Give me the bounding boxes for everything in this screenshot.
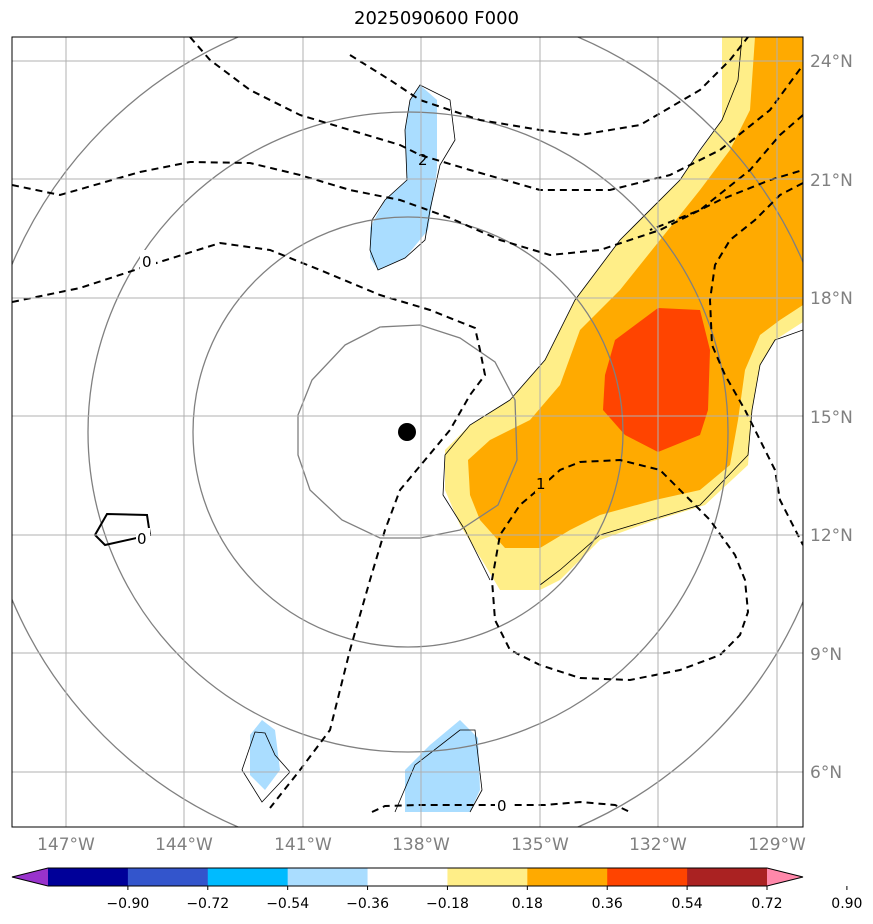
lon-label-135: 135°W <box>511 835 569 855</box>
contour-label-0-north: 0 <box>142 253 152 271</box>
colorbar-segment <box>447 868 528 886</box>
lon-label-147: 147°W <box>37 835 95 855</box>
lon-label-129: 129°W <box>748 835 806 855</box>
lat-label-12: 12°N <box>810 526 853 546</box>
colorbar-segment <box>687 868 768 886</box>
lat-label-9: 9°N <box>810 645 842 665</box>
lat-label-21: 21°N <box>810 171 853 191</box>
fill-blue-south <box>405 720 480 812</box>
lat-label-15: 15°N <box>810 408 853 428</box>
map-frame <box>11 36 804 828</box>
lon-label-141: 141°W <box>274 835 332 855</box>
solid-contour-west <box>93 512 152 547</box>
storm-center-marker <box>398 423 416 441</box>
colorbar: −0.90 −0.72 −0.54 −0.36 −0.18 0.18 0.36 0.54 0.7… <box>11 867 862 912</box>
colorbar-tick-label: 0.54 <box>672 896 703 912</box>
colorbar-segment <box>527 868 608 886</box>
colorbar-tick-label: 0.18 <box>512 896 543 912</box>
lat-label-6: 6°N <box>810 763 842 783</box>
colorbar-tick-label: 0.90 <box>831 896 862 912</box>
colorbar-segment <box>367 868 448 886</box>
colorbar-segment <box>607 868 688 886</box>
dashed-contours <box>12 37 803 813</box>
longitude-labels: 147°W 144°W 141°W 138°W 135°W 132°W 129°… <box>37 835 806 855</box>
lon-label-144: 144°W <box>155 835 213 855</box>
lon-label-138: 138°W <box>392 835 450 855</box>
contour-label-0-west: 0 <box>137 530 147 548</box>
lat-label-18: 18°N <box>810 289 853 309</box>
map-title: 2025090600 F000 <box>354 8 519 29</box>
contour-label-1: 1 <box>536 475 546 493</box>
colorbar-segment <box>48 868 129 886</box>
colorbar-extend-right <box>767 868 803 886</box>
colorbar-segment <box>127 868 209 886</box>
colorbar-tick-label: −0.90 <box>106 896 149 912</box>
fill-orange <box>468 37 803 548</box>
colorbar-tick-label: 0.36 <box>592 896 623 912</box>
latitude-labels: 24°N 21°N 18°N 15°N 12°N 9°N 6°N <box>810 52 853 783</box>
fill-blue-north <box>370 85 437 270</box>
contour-label-2: 2 <box>418 151 428 169</box>
contour-label-0-south: 0 <box>497 797 507 815</box>
colorbar-tick-label: −0.54 <box>266 896 309 912</box>
colorbar-segment <box>287 868 369 886</box>
colorbar-tick-label: −0.72 <box>186 896 229 912</box>
lon-label-132: 132°W <box>629 835 687 855</box>
colorbar-tick-label: 0.72 <box>751 896 782 912</box>
colorbar-extend-left <box>12 868 48 886</box>
colorbar-tick-label: −0.36 <box>346 896 389 912</box>
graticule <box>12 37 803 827</box>
radius-rings <box>12 37 803 827</box>
colorbar-tick-label: −0.18 <box>426 896 469 912</box>
colorbar-segment <box>207 868 289 886</box>
lat-label-24: 24°N <box>810 52 853 72</box>
